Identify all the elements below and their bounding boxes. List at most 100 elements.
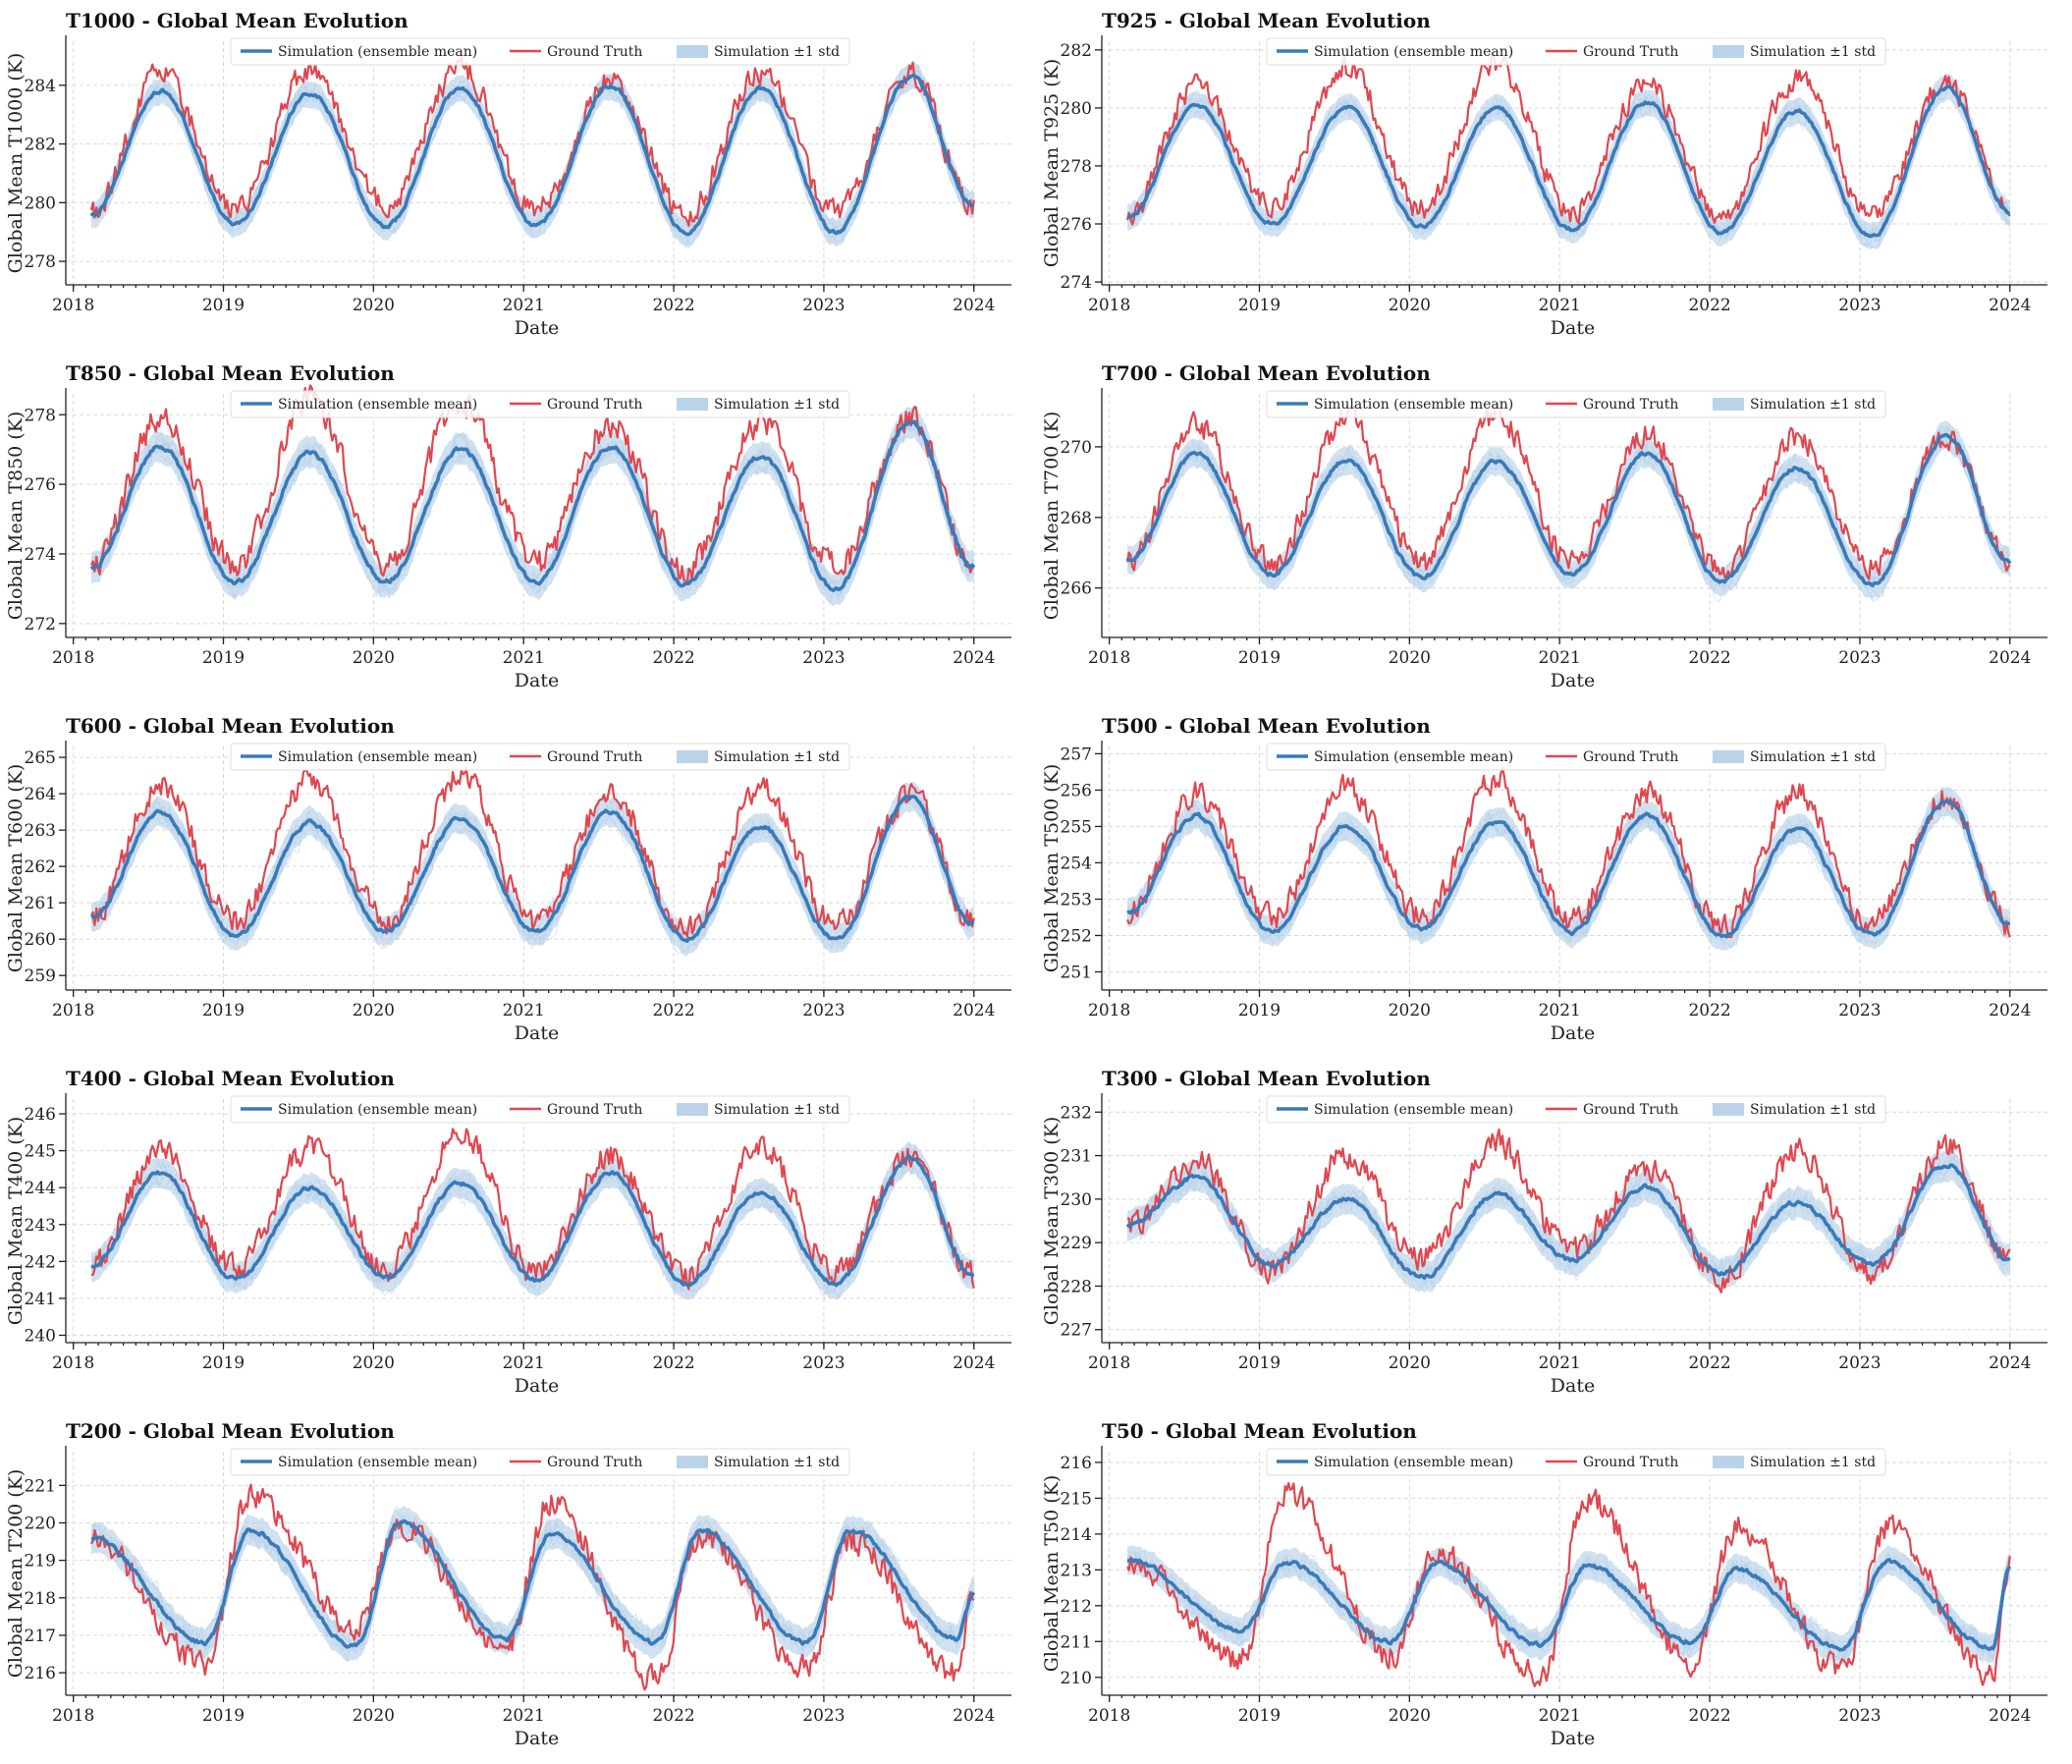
legend-truth-label: Ground Truth <box>547 1102 642 1118</box>
legend-mean-label: Simulation (ensemble mean) <box>1314 1455 1513 1470</box>
ensemble-mean-line <box>89 73 975 237</box>
legend-std-swatch <box>677 1456 708 1468</box>
chart-svg: 2018 2019 2020 2021 2022 2023 2024 227 228 229 230… <box>1041 1067 2047 1397</box>
y-tick-label: 276 <box>1061 215 1092 235</box>
x-tick-label: 2022 <box>652 296 694 315</box>
x-axis-label: Date <box>515 317 559 339</box>
std-band <box>91 782 974 956</box>
y-tick-label: 251 <box>1061 963 1092 982</box>
legend-std-swatch <box>677 398 708 411</box>
y-tick-label: 268 <box>1061 509 1092 528</box>
legend-std-label: Simulation ±1 std <box>1750 1102 1876 1118</box>
x-tick-label: 2024 <box>1989 1353 2031 1373</box>
x-tick-label: 2024 <box>953 1706 995 1726</box>
y-tick-label: 257 <box>1061 744 1092 764</box>
legend-std-swatch <box>1713 45 1744 58</box>
legend-std-swatch <box>1713 1103 1744 1116</box>
legend-std-label: Simulation ±1 std <box>714 1102 840 1118</box>
std-band <box>1127 1545 2010 1665</box>
y-tick-label: 218 <box>25 1589 56 1609</box>
x-tick-label: 2019 <box>202 648 245 668</box>
chart-svg: 2018 2019 2020 2021 2022 2023 2024 259 260 261 262… <box>5 714 1011 1044</box>
y-tick-label: 263 <box>25 821 56 841</box>
x-tick-label: 2020 <box>1389 1706 1431 1726</box>
ensemble-mean-line <box>1126 1558 2012 1652</box>
y-tick-label: 243 <box>25 1216 56 1236</box>
y-tick-label: 253 <box>1061 890 1092 910</box>
y-tick-label: 215 <box>1061 1489 1092 1509</box>
x-tick-label: 2022 <box>1688 1353 1730 1373</box>
x-tick-label: 2018 <box>52 1353 94 1373</box>
chart-svg: 2018 2019 2020 2021 2022 2023 2024 210 211 212 213… <box>1041 1419 2047 1749</box>
y-tick-label: 219 <box>25 1552 56 1571</box>
legend-std-label: Simulation ±1 std <box>714 44 840 60</box>
y-tick-label: 261 <box>25 894 56 913</box>
legend: Simulation (ensemble mean) Ground Truth Si… <box>230 743 850 771</box>
x-tick-label: 2018 <box>1088 1706 1130 1726</box>
y-axis-label: Global Mean T50 (K) <box>1041 1475 1063 1673</box>
y-tick-label: 252 <box>1061 926 1092 946</box>
chart-title: T925 - Global Mean Evolution <box>1102 9 1431 32</box>
x-tick-label: 2020 <box>1389 1001 1431 1020</box>
y-tick-label: 216 <box>1061 1454 1092 1473</box>
ground-truth-line <box>90 1483 975 1691</box>
x-tick-label: 2021 <box>503 1001 545 1020</box>
x-tick-label: 2019 <box>1238 1001 1281 1020</box>
legend-std-swatch <box>677 45 708 58</box>
x-axis-label: Date <box>515 670 559 691</box>
y-tick-label: 227 <box>1061 1321 1092 1341</box>
x-tick-label: 2022 <box>652 1001 694 1020</box>
x-tick-label: 2021 <box>503 1353 545 1373</box>
legend-mean-label: Simulation (ensemble mean) <box>278 1455 477 1470</box>
chart-svg: 2018 2019 2020 2021 2022 2023 2024 274 276 278 280… <box>1041 9 2047 339</box>
y-tick-label: 244 <box>25 1179 56 1198</box>
x-tick-label: 2023 <box>802 1706 845 1726</box>
legend-std-swatch <box>677 1103 708 1116</box>
x-tick-label: 2021 <box>503 296 545 315</box>
y-tick-label: 228 <box>1061 1277 1092 1296</box>
legend: Simulation (ensemble mean) Ground Truth Si… <box>230 1095 850 1124</box>
y-tick-label: 278 <box>25 252 56 272</box>
x-tick-label: 2024 <box>1989 648 2031 668</box>
x-tick-label: 2021 <box>503 1706 545 1726</box>
x-tick-label: 2018 <box>1088 648 1130 668</box>
y-axis-label: Global Mean T200 (K) <box>5 1469 27 1679</box>
x-tick-label: 2024 <box>953 648 995 668</box>
legend: Simulation (ensemble mean) Ground Truth Si… <box>1266 37 1886 66</box>
y-tick-label: 265 <box>25 748 56 768</box>
y-tick-label: 246 <box>25 1105 56 1125</box>
chart-title: T200 - Global Mean Evolution <box>66 1419 395 1443</box>
x-tick-label: 2018 <box>52 648 94 668</box>
x-tick-label: 2020 <box>1389 1353 1431 1373</box>
x-tick-label: 2022 <box>1688 296 1730 315</box>
std-band <box>91 406 974 607</box>
legend-truth-label: Ground Truth <box>1583 1455 1678 1470</box>
x-tick-label: 2018 <box>52 296 94 315</box>
x-tick-label: 2024 <box>953 1001 995 1020</box>
x-tick-label: 2018 <box>1088 1353 1130 1373</box>
legend-mean-label: Simulation (ensemble mean) <box>278 44 477 60</box>
legend-std-label: Simulation ±1 std <box>1750 397 1876 413</box>
legend-truth-label: Ground Truth <box>547 397 642 413</box>
y-tick-label: 274 <box>1061 273 1092 293</box>
legend-truth-label: Ground Truth <box>1583 44 1678 60</box>
legend-mean-label: Simulation (ensemble mean) <box>278 397 477 413</box>
x-tick-label: 2020 <box>1389 648 1431 668</box>
x-tick-label: 2019 <box>1238 296 1281 315</box>
y-axis-label: Global Mean T700 (K) <box>1041 412 1063 621</box>
legend-std-label: Simulation ±1 std <box>1750 44 1876 60</box>
chart-svg: 2018 2019 2020 2021 2022 2023 2024 266 268 270 T70… <box>1041 361 2047 691</box>
legend-mean-label: Simulation (ensemble mean) <box>1314 44 1513 60</box>
chart-panel: 2018 2019 2020 2021 2022 2023 2024 240 241 242 243… <box>0 1058 1036 1411</box>
x-tick-label: 2020 <box>353 648 395 668</box>
chart-svg: 2018 2019 2020 2021 2022 2023 2024 216 217 218 219… <box>5 1419 1011 1749</box>
x-tick-label: 2021 <box>1539 296 1581 315</box>
ground-truth-line <box>1125 53 2011 226</box>
legend: Simulation (ensemble mean) Ground Truth Si… <box>230 390 850 418</box>
y-tick-label: 210 <box>1061 1669 1092 1688</box>
legend-mean-label: Simulation (ensemble mean) <box>1314 1102 1513 1118</box>
y-axis-label: Global Mean T300 (K) <box>1041 1117 1063 1326</box>
x-tick-label: 2019 <box>1238 1353 1281 1373</box>
y-tick-label: 229 <box>1061 1234 1092 1253</box>
y-tick-label: 242 <box>25 1252 56 1272</box>
